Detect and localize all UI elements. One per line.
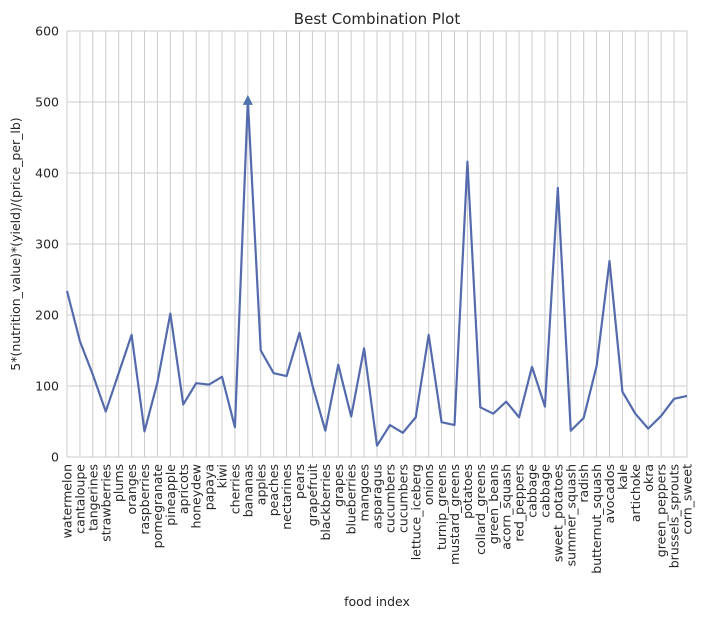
x-tick-label: pineapple <box>163 464 178 526</box>
best-combination-marker <box>242 94 253 105</box>
x-tick-label: summer_squash <box>563 464 578 566</box>
x-tick-label: acorn_squash <box>499 464 514 550</box>
x-tick-label: butternut_squash <box>589 464 604 574</box>
x-tick-label: avocados <box>602 464 617 523</box>
x-tick-label: apples <box>253 464 268 505</box>
x-axis-label: food index <box>344 594 410 609</box>
y-tick-label: 100 <box>35 379 59 394</box>
x-tick-label: grapefruit <box>305 464 320 526</box>
x-tick-label: lettuce_iceberg <box>408 464 423 560</box>
x-tick-label: corn_sweet <box>680 464 695 535</box>
x-tick-label: radish <box>576 464 591 503</box>
x-tick-label: apricots <box>176 464 191 514</box>
series-layer <box>65 94 688 447</box>
x-tick-label: blackberries <box>318 464 333 541</box>
x-tick-label: bananas <box>240 464 255 517</box>
x-tick-label: sweet_potatoes <box>550 464 565 562</box>
x-tick-label: blueberries <box>344 464 359 534</box>
x-tick-label: nectarines <box>279 464 294 530</box>
x-tick-label: turnip_greens <box>434 464 449 550</box>
x-tick-label: plums <box>111 464 126 502</box>
x-tick-label: onions <box>421 464 436 505</box>
x-tick-label: raspberries <box>137 464 152 535</box>
y-tick-label: 200 <box>35 308 59 323</box>
x-tick-label: strawberries <box>98 464 113 542</box>
y-axis-label: 5*(nutrition_value)*(yield)/(price_per_l… <box>8 117 23 370</box>
x-tick-label: peaches <box>266 464 281 516</box>
x-tick-label: cantaloupe <box>72 464 87 534</box>
x-tick-label: grapes <box>331 464 346 507</box>
x-tick-label: cucumbers <box>382 464 397 533</box>
x-tick-label: tangerines <box>85 464 100 531</box>
x-tick-labels: watermeloncantaloupetangerinesstrawberri… <box>60 464 695 574</box>
x-tick-label: asparagus <box>370 464 385 529</box>
x-tick-label: papaya <box>202 464 217 510</box>
x-tick-label: okra <box>641 464 656 492</box>
x-tick-label: cucumbers <box>395 464 410 533</box>
y-tick-labels: 0 100 200 300 400 500 600 <box>35 24 59 465</box>
x-tick-label: green_peppers <box>654 464 669 557</box>
x-tick-label: kiwi <box>215 464 230 488</box>
x-tick-label: mangoes <box>357 464 372 522</box>
x-tick-label: honeydew <box>189 464 204 528</box>
x-tick-label: kale <box>615 464 630 490</box>
x-tick-label: collard_greens <box>473 464 488 555</box>
x-tick-label: watermelon <box>60 464 75 538</box>
y-tick-label: 300 <box>35 237 59 252</box>
y-tick-label: 500 <box>35 95 59 110</box>
x-tick-label: cabbage <box>537 464 552 518</box>
x-tick-label: red_peppers <box>512 464 527 542</box>
series-line-overlay <box>66 99 688 447</box>
x-tick-label: oranges <box>124 464 139 515</box>
y-tick-label: 400 <box>35 166 59 181</box>
x-tick-label: cabbage <box>525 464 540 518</box>
x-tick-label: cherries <box>227 464 242 514</box>
y-tick-label: 0 <box>51 450 59 465</box>
x-tick-label: pears <box>292 464 307 499</box>
grid-layer <box>66 30 688 458</box>
x-tick-label: potatoes <box>460 464 475 519</box>
x-tick-label: brussels_sprouts <box>667 464 682 568</box>
x-tick-label: pomegranate <box>150 464 165 549</box>
chart-title: Best Combination Plot <box>294 10 461 28</box>
x-tick-label: green_beans <box>486 464 501 544</box>
x-tick-label: mustard_greens <box>447 464 462 565</box>
y-tick-label: 600 <box>35 24 59 39</box>
x-tick-label: artichoke <box>628 464 643 522</box>
